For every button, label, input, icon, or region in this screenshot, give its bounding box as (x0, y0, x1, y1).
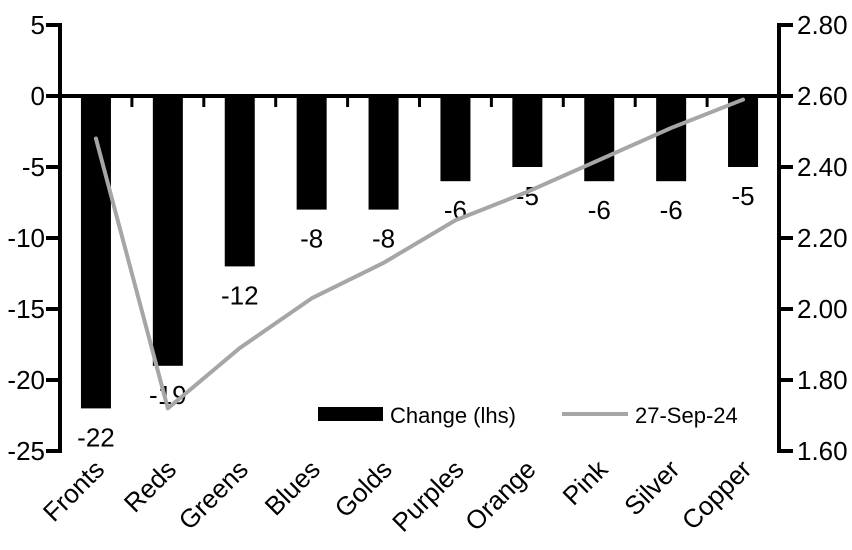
y-axis-left-label: -10 (7, 223, 45, 253)
bar-greens (224, 96, 255, 267)
legend-bar-swatch (318, 407, 383, 421)
category-label-purples: Purples (386, 454, 470, 538)
y-axis-right-label: 1.60 (797, 436, 848, 466)
y-axis-right-label: 2.80 (797, 10, 848, 40)
y-axis-left-label: -25 (7, 436, 45, 466)
bar-silver (656, 96, 687, 182)
category-label-orange: Orange (459, 454, 542, 537)
category-label-reds: Reds (118, 454, 182, 518)
y-axis-left-label: -15 (7, 294, 45, 324)
bar-data-label: -12 (221, 280, 259, 310)
y-axis-right-label: 2.00 (797, 294, 848, 324)
y-axis-right-label: 2.40 (797, 152, 848, 182)
bar-data-label: -8 (372, 224, 395, 254)
y-axis-left-label: -5 (22, 152, 45, 182)
bar-fronts (80, 96, 111, 409)
bar-golds (368, 96, 399, 210)
bar-purples (440, 96, 471, 182)
category-label-copper: Copper (676, 454, 758, 536)
bar-data-label: -6 (588, 195, 611, 225)
category-label-blues: Blues (259, 454, 326, 521)
legend-label-date: 27-Sep-24 (635, 403, 738, 428)
bar-orange (512, 96, 543, 167)
bar-data-label: -5 (731, 181, 754, 211)
line-series-27-sep-24 (93, 97, 746, 411)
category-label-greens: Greens (172, 454, 254, 536)
legend-label-change: Change (lhs) (390, 403, 516, 428)
category-label-fronts: Fronts (37, 454, 110, 527)
bar-reds (152, 96, 183, 366)
bar-data-label: -8 (300, 224, 323, 254)
bar-blues (296, 96, 327, 210)
y-axis-right-label: 1.80 (797, 365, 848, 395)
y-axis-left-label: -20 (7, 365, 45, 395)
y-axis-left-label: 5 (31, 10, 45, 40)
category-label-silver: Silver (618, 454, 685, 521)
y-axis-left-label: 0 (31, 81, 45, 111)
y-axis-right-label: 2.60 (797, 81, 848, 111)
bar-data-label: -22 (77, 422, 115, 452)
bar-copper (728, 96, 759, 167)
category-label-pink: Pink (557, 453, 615, 511)
y-axis-right-label: 2.20 (797, 223, 848, 253)
category-label-golds: Golds (329, 454, 398, 523)
bar-data-label: -6 (660, 195, 683, 225)
bar-pink (584, 96, 615, 182)
